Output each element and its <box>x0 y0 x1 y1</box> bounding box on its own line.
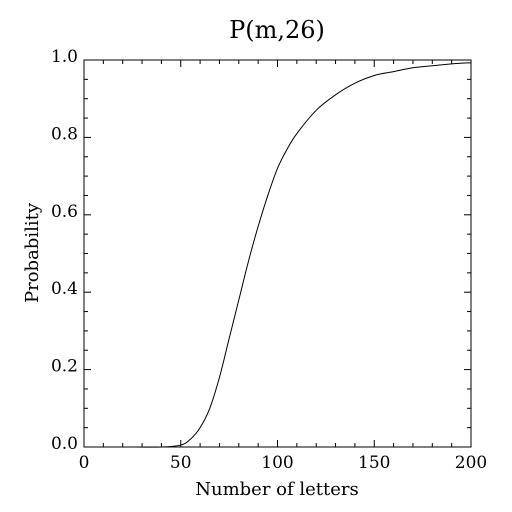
x-tick-label: 50 <box>170 453 192 473</box>
y-tick-label: 0.2 <box>51 357 78 377</box>
y-tick-label: 0.0 <box>51 434 78 454</box>
y-tick-label: 1.0 <box>51 47 78 67</box>
x-tick-label: 100 <box>261 453 293 473</box>
y-tick-label: 0.6 <box>51 202 78 222</box>
x-tick-label: 150 <box>358 453 390 473</box>
x-tick-label: 200 <box>455 453 487 473</box>
y-tick-label: 0.8 <box>51 124 78 144</box>
series-group <box>84 62 472 448</box>
x-axis-title: Number of letters <box>195 479 359 500</box>
y-tick-label: 0.4 <box>51 279 78 299</box>
plot-frame <box>83 59 472 448</box>
series-line <box>84 62 472 448</box>
x-tick-label: 0 <box>79 453 90 473</box>
chart-title: P(m,26) <box>229 16 325 44</box>
tick-labels: 0 50 100 150 200 0.0 0.2 0.4 0.6 0.8 1.0 <box>51 47 487 473</box>
y-axis-title: Probability <box>22 202 43 303</box>
tick-marks <box>83 59 472 448</box>
